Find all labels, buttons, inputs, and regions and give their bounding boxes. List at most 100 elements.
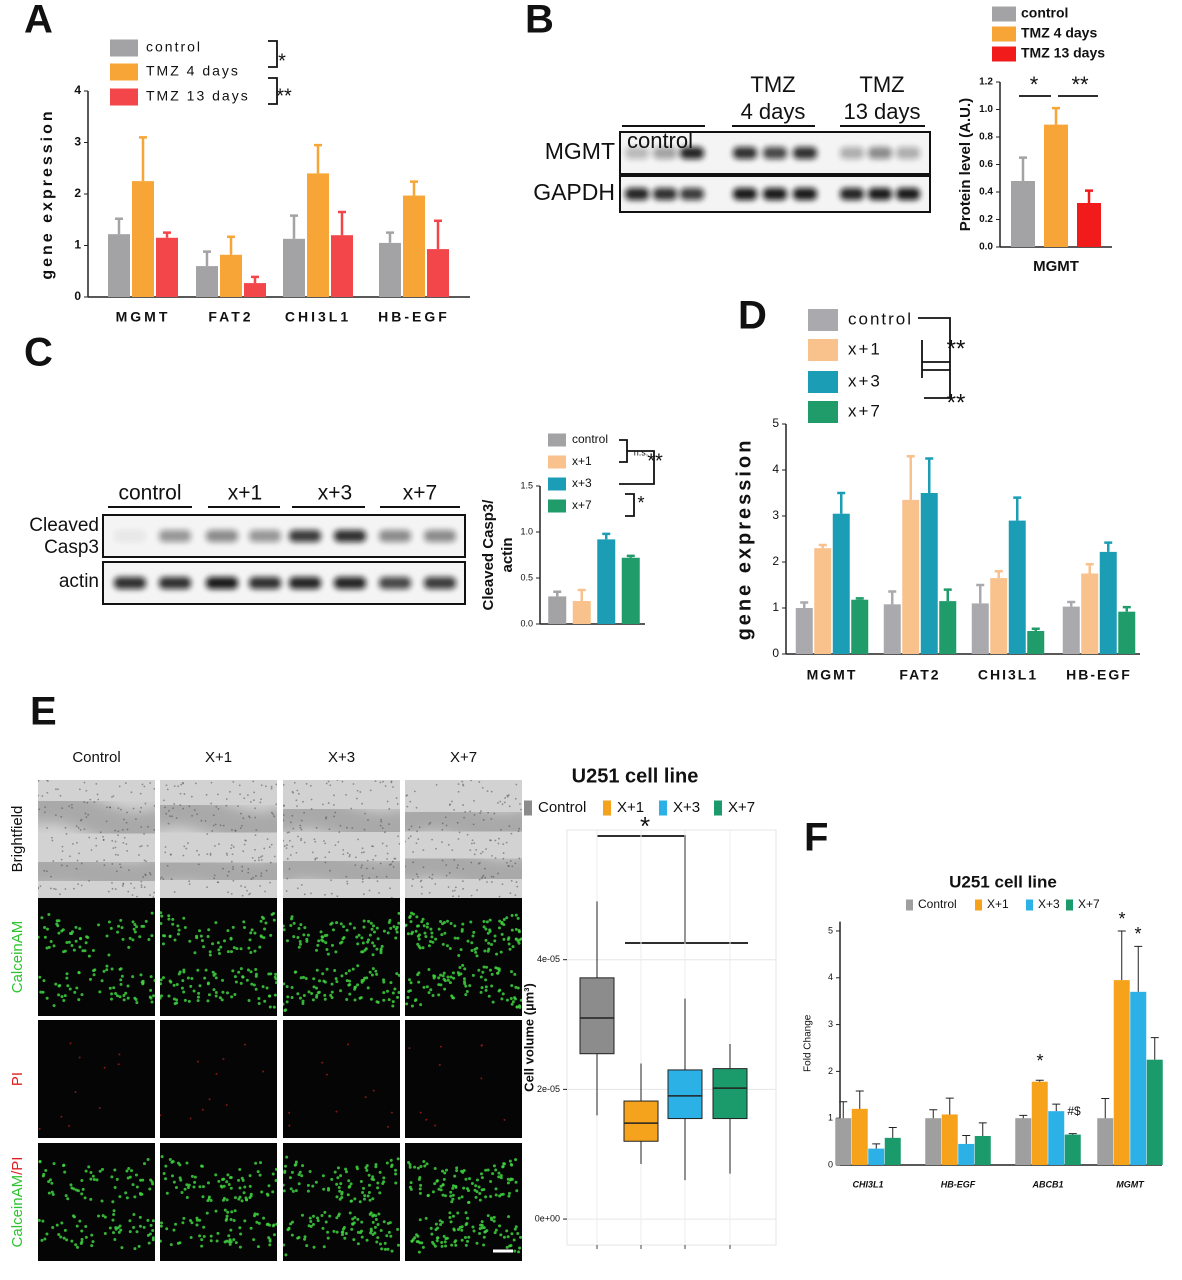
y-tick-label: 3 xyxy=(772,508,779,522)
cell xyxy=(407,978,411,982)
texture xyxy=(511,865,514,868)
cell xyxy=(133,922,137,926)
texture xyxy=(346,826,348,829)
x-tick-label: FAT2 xyxy=(899,667,940,683)
cell xyxy=(347,983,351,987)
texture xyxy=(508,865,510,868)
y-tick-label: 5 xyxy=(772,416,779,430)
cell xyxy=(353,998,357,1002)
blot-lane-label: control xyxy=(627,128,693,153)
texture xyxy=(324,856,327,859)
cell xyxy=(480,986,484,990)
cell xyxy=(500,997,504,1001)
cell xyxy=(451,1214,455,1218)
texture xyxy=(392,786,394,788)
texture xyxy=(111,796,113,798)
cell xyxy=(287,1226,291,1230)
texture xyxy=(431,873,434,876)
cell xyxy=(149,1223,153,1227)
cell xyxy=(443,1171,447,1175)
cell xyxy=(274,1178,277,1182)
cell xyxy=(462,1186,466,1190)
texture xyxy=(275,783,277,786)
error-bar xyxy=(888,1127,897,1138)
cell xyxy=(57,984,61,988)
texture xyxy=(466,833,469,836)
cell xyxy=(453,1240,457,1244)
texture xyxy=(225,852,228,855)
texture xyxy=(119,808,122,811)
texture xyxy=(374,780,377,783)
cell xyxy=(355,935,359,939)
texture xyxy=(217,807,220,810)
cell xyxy=(448,1211,452,1215)
cell xyxy=(315,1216,319,1220)
texture xyxy=(258,856,260,859)
cell xyxy=(139,1178,143,1182)
texture xyxy=(83,801,86,804)
texture xyxy=(310,798,313,801)
texture xyxy=(109,806,112,809)
texture xyxy=(477,862,480,865)
cell xyxy=(482,1243,486,1247)
cell xyxy=(45,927,49,931)
texture xyxy=(197,863,200,866)
cell xyxy=(422,924,426,928)
texture xyxy=(270,843,273,846)
error-bar xyxy=(434,219,442,250)
texture xyxy=(364,812,366,815)
cell xyxy=(366,1194,370,1198)
cell xyxy=(397,921,400,925)
texture xyxy=(114,840,117,843)
cell xyxy=(138,935,142,939)
significance-bracket xyxy=(268,40,278,68)
cell xyxy=(306,1189,310,1193)
texture xyxy=(283,845,286,847)
legend-swatch xyxy=(548,499,566,513)
texture xyxy=(90,849,93,851)
texture xyxy=(38,808,41,811)
cell xyxy=(493,1231,497,1235)
cell xyxy=(510,928,514,932)
texture xyxy=(230,860,233,863)
cell xyxy=(49,939,53,943)
texture xyxy=(164,851,167,854)
cell xyxy=(74,1091,77,1094)
cell xyxy=(513,997,517,1001)
legend-swatch xyxy=(808,371,838,393)
cell xyxy=(392,925,396,929)
texture xyxy=(500,828,502,831)
texture xyxy=(140,845,143,847)
cell xyxy=(479,990,483,994)
cell xyxy=(464,1177,468,1181)
texture xyxy=(196,849,198,852)
texture xyxy=(469,849,472,852)
texture xyxy=(107,890,110,893)
y-tick-label: 4 xyxy=(828,972,833,982)
texture xyxy=(288,831,291,834)
cell xyxy=(342,936,346,940)
cell xyxy=(115,1177,119,1181)
cell xyxy=(247,946,251,950)
texture xyxy=(445,864,448,866)
cell xyxy=(80,1179,84,1183)
cell xyxy=(38,1127,41,1130)
cell xyxy=(514,927,518,931)
legend-label: X+1 xyxy=(617,799,644,816)
box xyxy=(712,1068,748,1120)
cell xyxy=(255,1220,259,1224)
cell xyxy=(473,1188,477,1192)
bar xyxy=(884,1137,901,1165)
texture xyxy=(46,791,49,794)
bar xyxy=(156,237,178,297)
cell xyxy=(380,1247,384,1251)
cell xyxy=(225,1214,229,1218)
cell xyxy=(131,975,135,979)
cell xyxy=(57,931,61,935)
bar xyxy=(427,249,449,297)
bar xyxy=(920,493,938,654)
y-tick-label: 0.5 xyxy=(520,572,533,582)
texture xyxy=(183,845,186,848)
fluorescence xyxy=(160,1020,277,1138)
cell xyxy=(267,1184,271,1188)
